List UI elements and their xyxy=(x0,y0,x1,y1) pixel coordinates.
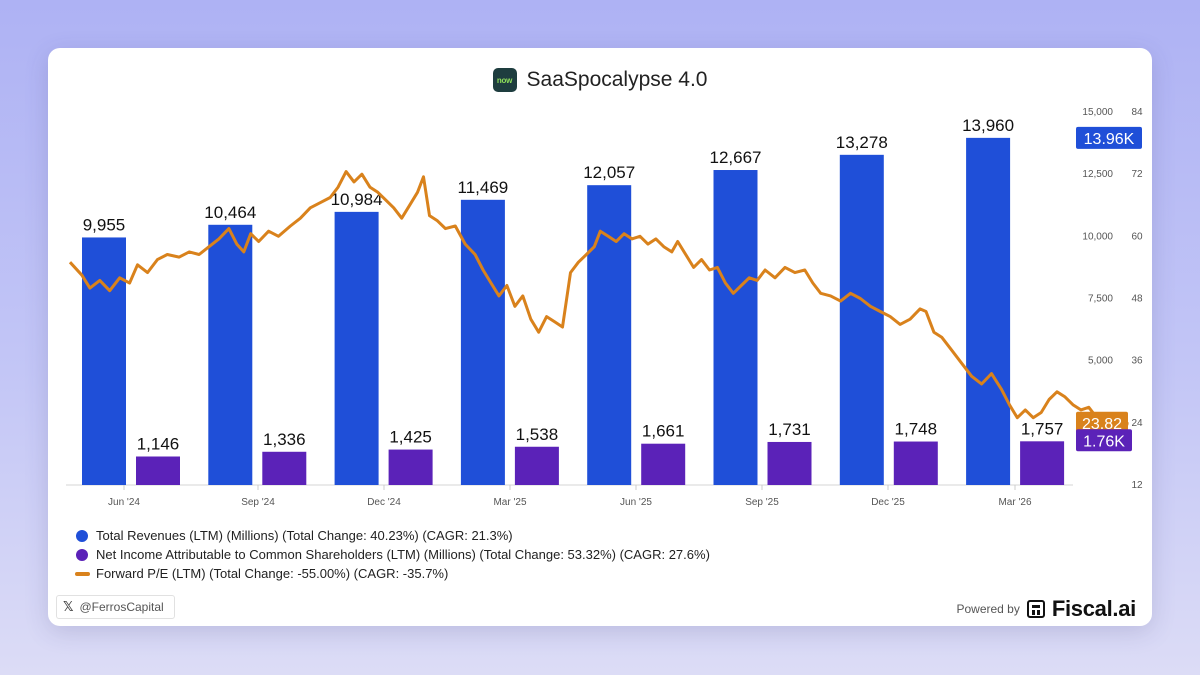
revenue-data-label: 11,469 xyxy=(458,178,509,197)
revenue-data-label: 10,984 xyxy=(331,190,383,209)
net-income-data-label: 1,425 xyxy=(389,428,432,447)
revenue-data-label: 13,278 xyxy=(836,133,888,152)
x-tick-label: Mar '26 xyxy=(998,497,1031,508)
chart-legend: Total Revenues (LTM) (Millions) (Total C… xyxy=(75,526,710,583)
x-logo-icon: 𝕏 xyxy=(63,599,74,614)
pe-axis-tick-label: 72 xyxy=(1131,169,1143,180)
combo-chart: 9,955 10,464 10,984 11,469 12,057 12,667 13,27… xyxy=(66,107,1143,508)
revenue-bar xyxy=(460,199,505,485)
revenue-axis-tick-label: 5,000 xyxy=(1088,356,1113,367)
revenue-legend-dot-icon xyxy=(76,529,88,542)
pe-axis-tick-label: 84 xyxy=(1131,107,1143,118)
legend-label-forward-pe: Forward P/E (LTM) (Total Change: -55.00%… xyxy=(96,566,449,581)
net-income-bar xyxy=(388,449,433,485)
forward-pe-line xyxy=(68,170,1129,440)
net-income-data-label: 1,336 xyxy=(263,430,306,449)
pe-end-badge-box xyxy=(1076,411,1128,434)
x-tick-label: Sep '24 xyxy=(241,497,275,508)
pe-axis-tick-label: 24 xyxy=(1131,418,1143,429)
legend-item-revenue[interactable]: Total Revenues (LTM) (Millions) (Total C… xyxy=(76,526,710,545)
author-handle-text: @FerrosCapital xyxy=(79,600,164,614)
chart-title: SaaSpocalypse 4.0 xyxy=(526,68,708,91)
net-income-bar xyxy=(641,443,686,485)
brand-name: Fiscal.ai xyxy=(1051,596,1136,621)
chart-header: now SaaSpocalypse 4.0 xyxy=(48,66,1152,94)
legend-item-net-income[interactable]: Net Income Attributable to Common Shareh… xyxy=(76,545,710,564)
revenue-bar xyxy=(966,137,1011,485)
x-tick-label: Dec '24 xyxy=(367,497,401,508)
pe-axis-tick-label: 48 xyxy=(1131,294,1143,305)
x-tick-label: Dec '25 xyxy=(871,497,905,508)
revenue-axis-tick-label: 15,000 xyxy=(1082,107,1113,118)
legend-label-revenue: Total Revenues (LTM) (Millions) (Total C… xyxy=(96,528,513,543)
revenue-bar xyxy=(208,224,253,485)
revenue-end-badge-text: 13.96K xyxy=(1084,131,1135,148)
x-tick-label: Mar '25 xyxy=(493,497,526,508)
forward-pe-legend-line-icon xyxy=(75,571,90,576)
fiscal-ai-logo-icon xyxy=(1026,600,1045,618)
revenue-data-label: 13,960 xyxy=(962,116,1014,135)
legend-item-forward-pe[interactable]: Forward P/E (LTM) (Total Change: -55.00%… xyxy=(75,564,710,583)
net-income-bar xyxy=(262,451,307,485)
legend-label-net-income: Net Income Attributable to Common Shareh… xyxy=(96,547,710,562)
revenue-data-label: 10,464 xyxy=(204,203,256,222)
revenue-data-label: 12,667 xyxy=(710,148,762,167)
net-income-end-badge-text: 1.76K xyxy=(1083,433,1125,450)
net-income-bar xyxy=(514,446,559,485)
chart-card: now SaaSpocalypse 4.0 9,955 10,464 10,984 1… xyxy=(48,48,1152,626)
net-income-end-badge-box xyxy=(1076,429,1132,452)
net-income-bar xyxy=(893,441,938,485)
net-income-bar xyxy=(136,456,180,485)
net-income-data-label: 1,146 xyxy=(137,435,180,454)
logo-text: now xyxy=(496,75,513,85)
net-income-data-label: 1,731 xyxy=(768,420,811,439)
revenue-axis-tick-label: 10,000 xyxy=(1082,231,1113,242)
pe-axis-tick-label: 36 xyxy=(1131,356,1143,367)
revenue-bar xyxy=(713,170,758,486)
net-income-data-label: 1,757 xyxy=(1021,419,1064,438)
revenue-bar xyxy=(839,154,884,485)
revenue-bar xyxy=(587,185,632,485)
pe-axis-tick-label: 60 xyxy=(1131,231,1143,242)
revenue-end-badge-box xyxy=(1076,126,1142,149)
revenue-axis-tick-label: 7,500 xyxy=(1088,294,1113,305)
revenue-data-label: 9,955 xyxy=(83,215,126,234)
revenue-axis-tick-label: 12,500 xyxy=(1082,169,1113,180)
net-income-bar xyxy=(767,441,812,485)
x-tick-label: Jun '25 xyxy=(620,497,652,508)
net-income-legend-dot-icon xyxy=(76,548,88,561)
x-tick-label: Sep '25 xyxy=(745,497,779,508)
pe-axis-tick-label: 12 xyxy=(1131,480,1143,491)
servicenow-logo-icon: now xyxy=(492,68,517,92)
pe-end-badge-text: 23.82 xyxy=(1082,416,1122,433)
powered-by[interactable]: Powered by Fiscal.ai xyxy=(956,596,1136,622)
revenue-data-label: 12,057 xyxy=(583,163,635,182)
author-handle[interactable]: 𝕏 @FerrosCapital xyxy=(56,595,175,619)
net-income-data-label: 1,748 xyxy=(895,420,938,439)
net-income-data-label: 1,538 xyxy=(516,425,559,444)
powered-by-label: Powered by xyxy=(956,602,1020,616)
revenue-bar xyxy=(334,211,379,485)
net-income-data-label: 1,661 xyxy=(642,422,685,441)
revenue-bar xyxy=(82,237,126,485)
net-income-bar xyxy=(1020,441,1065,485)
x-tick-label: Jun '24 xyxy=(108,497,140,508)
